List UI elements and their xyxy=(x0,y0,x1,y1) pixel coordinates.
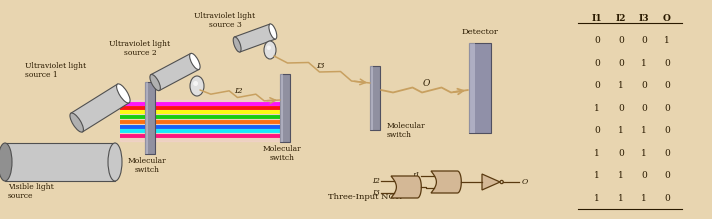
Text: Ultraviolet light
source 3: Ultraviolet light source 3 xyxy=(194,12,256,29)
Text: 0: 0 xyxy=(664,126,670,135)
Text: 0: 0 xyxy=(618,104,624,113)
Text: 1: 1 xyxy=(641,59,647,68)
Bar xyxy=(370,66,380,130)
Text: I2: I2 xyxy=(372,177,380,185)
Text: O: O xyxy=(521,178,528,186)
Text: 0: 0 xyxy=(594,126,600,135)
Bar xyxy=(145,82,155,154)
Text: 1: 1 xyxy=(664,36,670,45)
Text: 0: 0 xyxy=(618,36,624,45)
Text: O: O xyxy=(663,14,671,23)
Bar xyxy=(145,82,148,154)
Text: 1: 1 xyxy=(641,149,647,158)
Ellipse shape xyxy=(264,41,276,59)
Ellipse shape xyxy=(108,143,122,181)
Text: Molecular
switch: Molecular switch xyxy=(127,157,167,174)
Ellipse shape xyxy=(234,37,241,52)
Text: 1: 1 xyxy=(618,126,624,135)
Text: 0: 0 xyxy=(664,194,670,203)
Ellipse shape xyxy=(150,74,160,91)
Text: I1: I1 xyxy=(412,172,420,180)
Text: 0: 0 xyxy=(641,104,647,113)
Text: 0: 0 xyxy=(594,81,600,90)
Text: O: O xyxy=(422,79,429,88)
Text: 1: 1 xyxy=(594,171,600,180)
Text: 1: 1 xyxy=(618,171,624,180)
Text: 0: 0 xyxy=(641,36,647,45)
Bar xyxy=(280,74,283,142)
Text: 0: 0 xyxy=(618,149,624,158)
Polygon shape xyxy=(234,24,276,52)
Text: 1: 1 xyxy=(618,81,624,90)
Text: Detector: Detector xyxy=(461,28,498,36)
Text: Ultraviolet light
source 2: Ultraviolet light source 2 xyxy=(110,40,171,57)
Text: 0: 0 xyxy=(664,59,670,68)
Text: 0: 0 xyxy=(664,171,670,180)
Text: 0: 0 xyxy=(641,81,647,90)
Text: 1: 1 xyxy=(594,149,600,158)
Polygon shape xyxy=(482,174,500,190)
Text: I3: I3 xyxy=(639,14,649,23)
Text: Molecular
switch: Molecular switch xyxy=(387,122,426,139)
Text: I1: I1 xyxy=(592,14,602,23)
Text: 1: 1 xyxy=(641,194,647,203)
Text: I3: I3 xyxy=(372,189,380,197)
Circle shape xyxy=(500,180,503,184)
Bar xyxy=(469,43,491,133)
Text: 0: 0 xyxy=(618,59,624,68)
Text: I2: I2 xyxy=(234,87,242,95)
Bar xyxy=(370,66,373,130)
Text: Visible light
source: Visible light source xyxy=(8,183,53,200)
Text: Molecular
switch: Molecular switch xyxy=(263,145,301,162)
Ellipse shape xyxy=(269,24,277,39)
Text: 1: 1 xyxy=(618,194,624,203)
Ellipse shape xyxy=(267,46,271,50)
Polygon shape xyxy=(71,84,129,132)
Text: 0: 0 xyxy=(594,59,600,68)
Bar xyxy=(5,143,115,181)
Bar xyxy=(469,43,475,133)
Text: 0: 0 xyxy=(641,171,647,180)
Text: 1: 1 xyxy=(641,126,647,135)
Text: 0: 0 xyxy=(664,149,670,158)
Bar xyxy=(280,74,290,142)
Text: 1: 1 xyxy=(594,104,600,113)
Ellipse shape xyxy=(190,76,204,96)
Polygon shape xyxy=(151,53,199,90)
Text: 0: 0 xyxy=(664,81,670,90)
Text: I2: I2 xyxy=(616,14,627,23)
Text: 0: 0 xyxy=(664,104,670,113)
Text: I3: I3 xyxy=(315,62,324,70)
Text: Three-Input NOR: Three-Input NOR xyxy=(328,193,402,201)
Text: Ultraviolet light
source 1: Ultraviolet light source 1 xyxy=(25,62,86,79)
Text: 0: 0 xyxy=(594,36,600,45)
Polygon shape xyxy=(431,171,461,193)
Text: 1: 1 xyxy=(594,194,600,203)
Ellipse shape xyxy=(193,81,198,86)
Ellipse shape xyxy=(189,53,200,70)
Ellipse shape xyxy=(117,84,130,103)
Polygon shape xyxy=(391,176,422,198)
Ellipse shape xyxy=(0,143,12,181)
Ellipse shape xyxy=(70,113,83,132)
